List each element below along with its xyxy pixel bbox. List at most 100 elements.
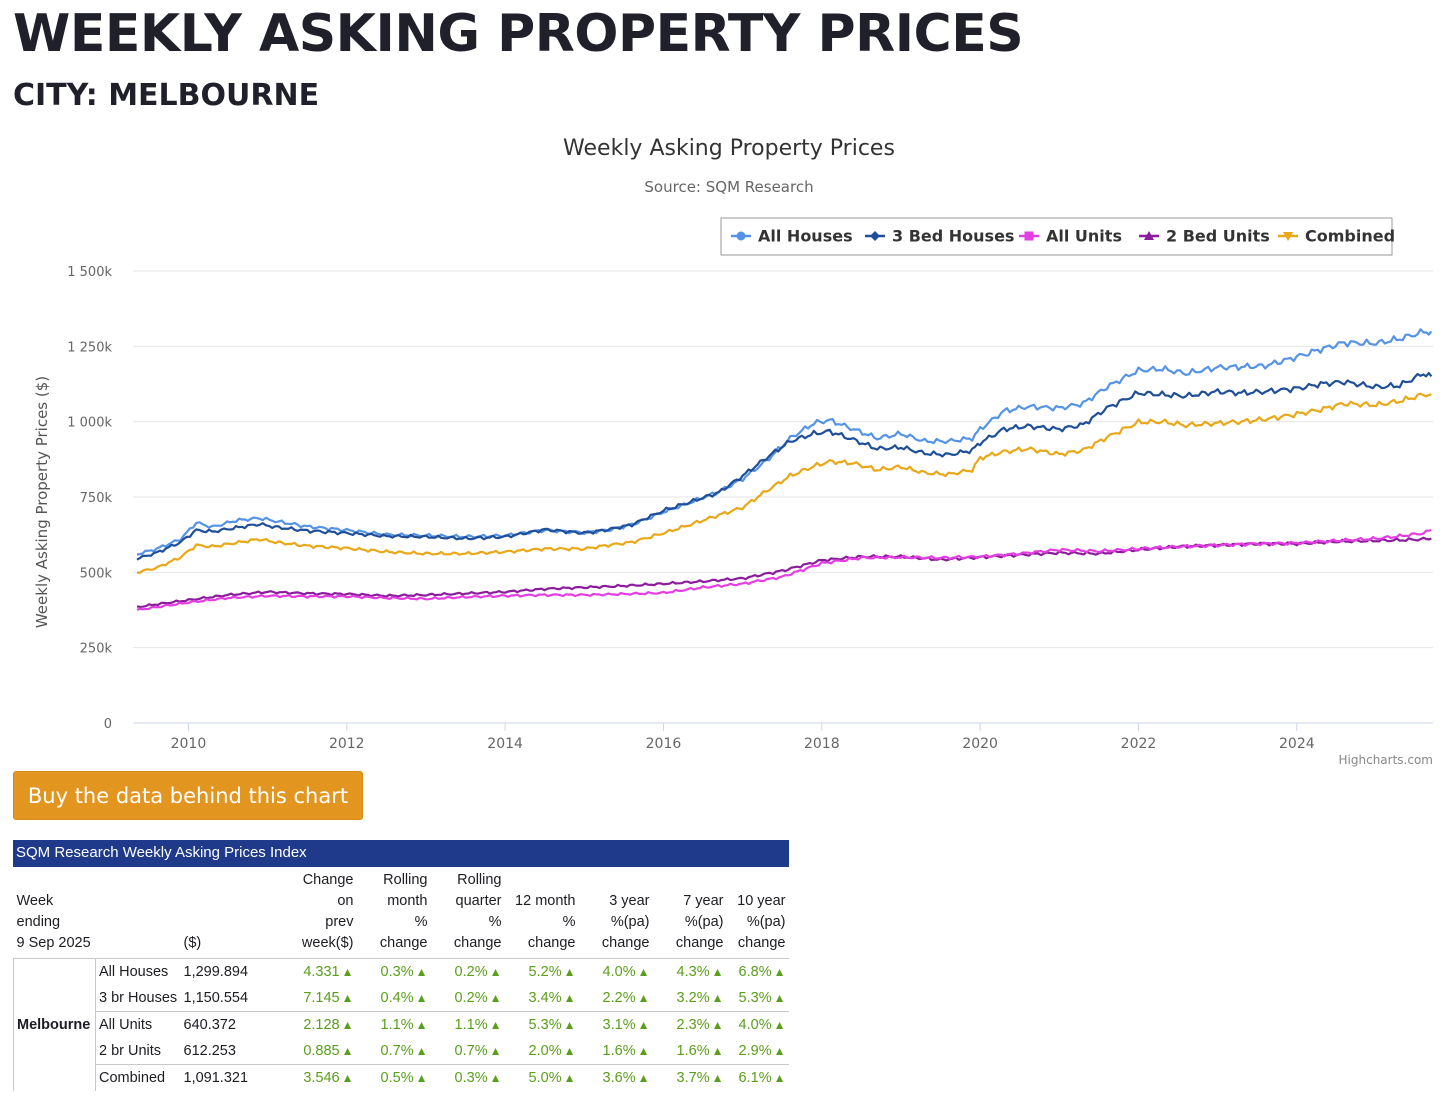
twelve-cell: 2.0% ▲ (505, 1038, 579, 1065)
twelve-value: 5.0% (528, 1070, 562, 1086)
twelve-cell: 5.0% ▲ (504, 1064, 579, 1091)
three-year-header: 3 year %(pa) change (578, 867, 653, 959)
three-cell: 2.2% ▲ (579, 985, 653, 1012)
up-arrow-icon: ▲ (563, 1071, 576, 1085)
x-tick-label: 2024 (1279, 736, 1315, 752)
series-line-2-bed-units[interactable] (136, 536, 1432, 608)
price-chart: Weekly Asking Property Prices Source: SQ… (33, 136, 1433, 767)
table-row: All Units 640.372 2.128 ▲ 1.1% ▲ 1.1% ▲ 5.3% ▲ 3.1… (14, 1011, 789, 1038)
seven-cell: 3.2% ▲ (653, 985, 727, 1012)
up-arrow-icon: ▲ (637, 965, 650, 979)
legend-item-2-bed-units[interactable]: 2 Bed Units (1139, 227, 1270, 246)
change-cell: 3.546 ▲ (277, 1064, 357, 1091)
twelve-cell: 5.3% ▲ (504, 1011, 579, 1038)
twelve-value: 2.0% (528, 1043, 562, 1059)
month-value: 1.1% (380, 1017, 414, 1033)
legend-item-3-bed-houses[interactable]: 3 Bed Houses (865, 227, 1014, 246)
three-cell: 3.6% ▲ (578, 1064, 653, 1091)
quarter-cell: 0.2% ▲ (430, 958, 505, 985)
series-line-combined[interactable] (136, 392, 1432, 574)
series-line-3-bed-houses[interactable] (136, 372, 1433, 561)
three-value: 1.6% (602, 1043, 636, 1059)
legend-symbol (1144, 231, 1154, 240)
ten-value: 6.1% (738, 1070, 772, 1086)
up-arrow-icon: ▲ (773, 965, 786, 979)
twelve-value: 5.2% (528, 964, 562, 980)
change-prev-header: Change on prev week($) (277, 867, 357, 959)
y-tick-label: 500k (80, 566, 113, 581)
up-arrow-icon: ▲ (489, 1071, 502, 1085)
seven-cell: 2.3% ▲ (652, 1011, 727, 1038)
up-arrow-icon: ▲ (711, 1044, 724, 1058)
up-arrow-icon: ▲ (563, 1044, 576, 1058)
legend-item-all-units[interactable]: All Units (1019, 227, 1122, 246)
quarter-cell: 1.1% ▲ (430, 1011, 505, 1038)
up-arrow-icon: ▲ (415, 965, 428, 979)
legend-label: All Houses (758, 227, 853, 246)
change-cell: 4.331 ▲ (277, 958, 357, 985)
three-cell: 1.6% ▲ (579, 1038, 653, 1065)
legend-symbol (736, 231, 746, 241)
legend-item-combined[interactable]: Combined (1278, 227, 1395, 246)
property-type-cell: All Houses (95, 958, 184, 985)
quarter-value: 0.3% (454, 1070, 488, 1086)
three-value: 3.1% (602, 1017, 636, 1033)
up-arrow-icon: ▲ (489, 991, 502, 1005)
property-type-cell: 3 br Houses (99, 990, 178, 1006)
series-line-all-units[interactable] (136, 528, 1432, 611)
price-header: ($) (183, 867, 278, 959)
chart-credit[interactable]: Highcharts.com (1339, 753, 1433, 767)
seven-value: 4.3% (676, 964, 710, 980)
three-value: 2.2% (602, 990, 636, 1006)
legend-label: 3 Bed Houses (892, 227, 1014, 246)
ten-cell: 4.0% ▲ (726, 1011, 789, 1038)
price-cell: 1,299.894 (183, 958, 278, 985)
quarter-value: 0.7% (454, 1043, 488, 1059)
three-value: 3.6% (602, 1070, 636, 1086)
property-type-cell: All Units (95, 1011, 184, 1038)
price-cell: 640.372 (183, 1011, 278, 1038)
change-value: 2.128 (303, 1017, 340, 1033)
up-arrow-icon: ▲ (773, 1044, 786, 1058)
change-value: 7.145 (303, 990, 340, 1006)
ten-value: 2.9% (738, 1043, 772, 1059)
ten-year-header: 10 year %(pa) change (726, 867, 789, 959)
page-title: WEEKLY ASKING PROPERTY PRICES (13, 4, 1024, 64)
month-cell: 0.5% ▲ (356, 1064, 431, 1091)
legend-label: 2 Bed Units (1166, 227, 1270, 246)
series-line-all-houses[interactable] (136, 328, 1433, 556)
week-ending-header: Week ending 9 Sep 2025 (13, 867, 96, 959)
x-tick-label: 2016 (646, 736, 682, 752)
table-caption: SQM Research Weekly Asking Prices Index (13, 840, 789, 867)
legend-label: Combined (1305, 227, 1395, 246)
price-cell: 1,091.321 (183, 1064, 278, 1091)
up-arrow-icon: ▲ (711, 1018, 724, 1032)
y-tick-label: 750k (80, 491, 113, 506)
month-cell: 1.1% ▲ (356, 1011, 431, 1038)
up-arrow-icon: ▲ (637, 991, 650, 1005)
twelve-cell: 5.2% ▲ (504, 958, 579, 985)
seven-value: 3.2% (676, 990, 710, 1006)
up-arrow-icon: ▲ (341, 965, 354, 979)
y-tick-label: 1 000k (67, 416, 112, 431)
up-arrow-icon: ▲ (773, 1071, 786, 1085)
twelve-value: 5.3% (528, 1017, 562, 1033)
y-axis-title: Weekly Asking Property Prices ($) (33, 376, 51, 628)
y-tick-label: 0 (104, 717, 112, 732)
table-row: Combined 1,091.321 3.546 ▲ 0.5% ▲ 0.3% ▲ 5.0% ▲ 3.… (14, 1064, 789, 1091)
up-arrow-icon: ▲ (637, 1071, 650, 1085)
legend-item-all-houses[interactable]: All Houses (731, 227, 853, 246)
legend-symbol (1283, 232, 1293, 241)
price-cell: 1,150.554 (183, 990, 249, 1006)
y-tick-label: 1 250k (67, 340, 112, 355)
seven-cell: 4.3% ▲ (652, 958, 727, 985)
page-subtitle: CITY: MELBOURNE (13, 78, 320, 113)
buy-data-button[interactable]: Buy the data behind this chart (13, 771, 363, 820)
twelve-cell: 3.4% ▲ (505, 985, 579, 1012)
legend-symbol (870, 231, 880, 241)
up-arrow-icon: ▲ (773, 1018, 786, 1032)
month-cell: 0.3% ▲ (356, 958, 431, 985)
seven-value: 3.7% (676, 1070, 710, 1086)
three-cell: 4.0% ▲ (578, 958, 653, 985)
up-arrow-icon: ▲ (637, 1018, 650, 1032)
